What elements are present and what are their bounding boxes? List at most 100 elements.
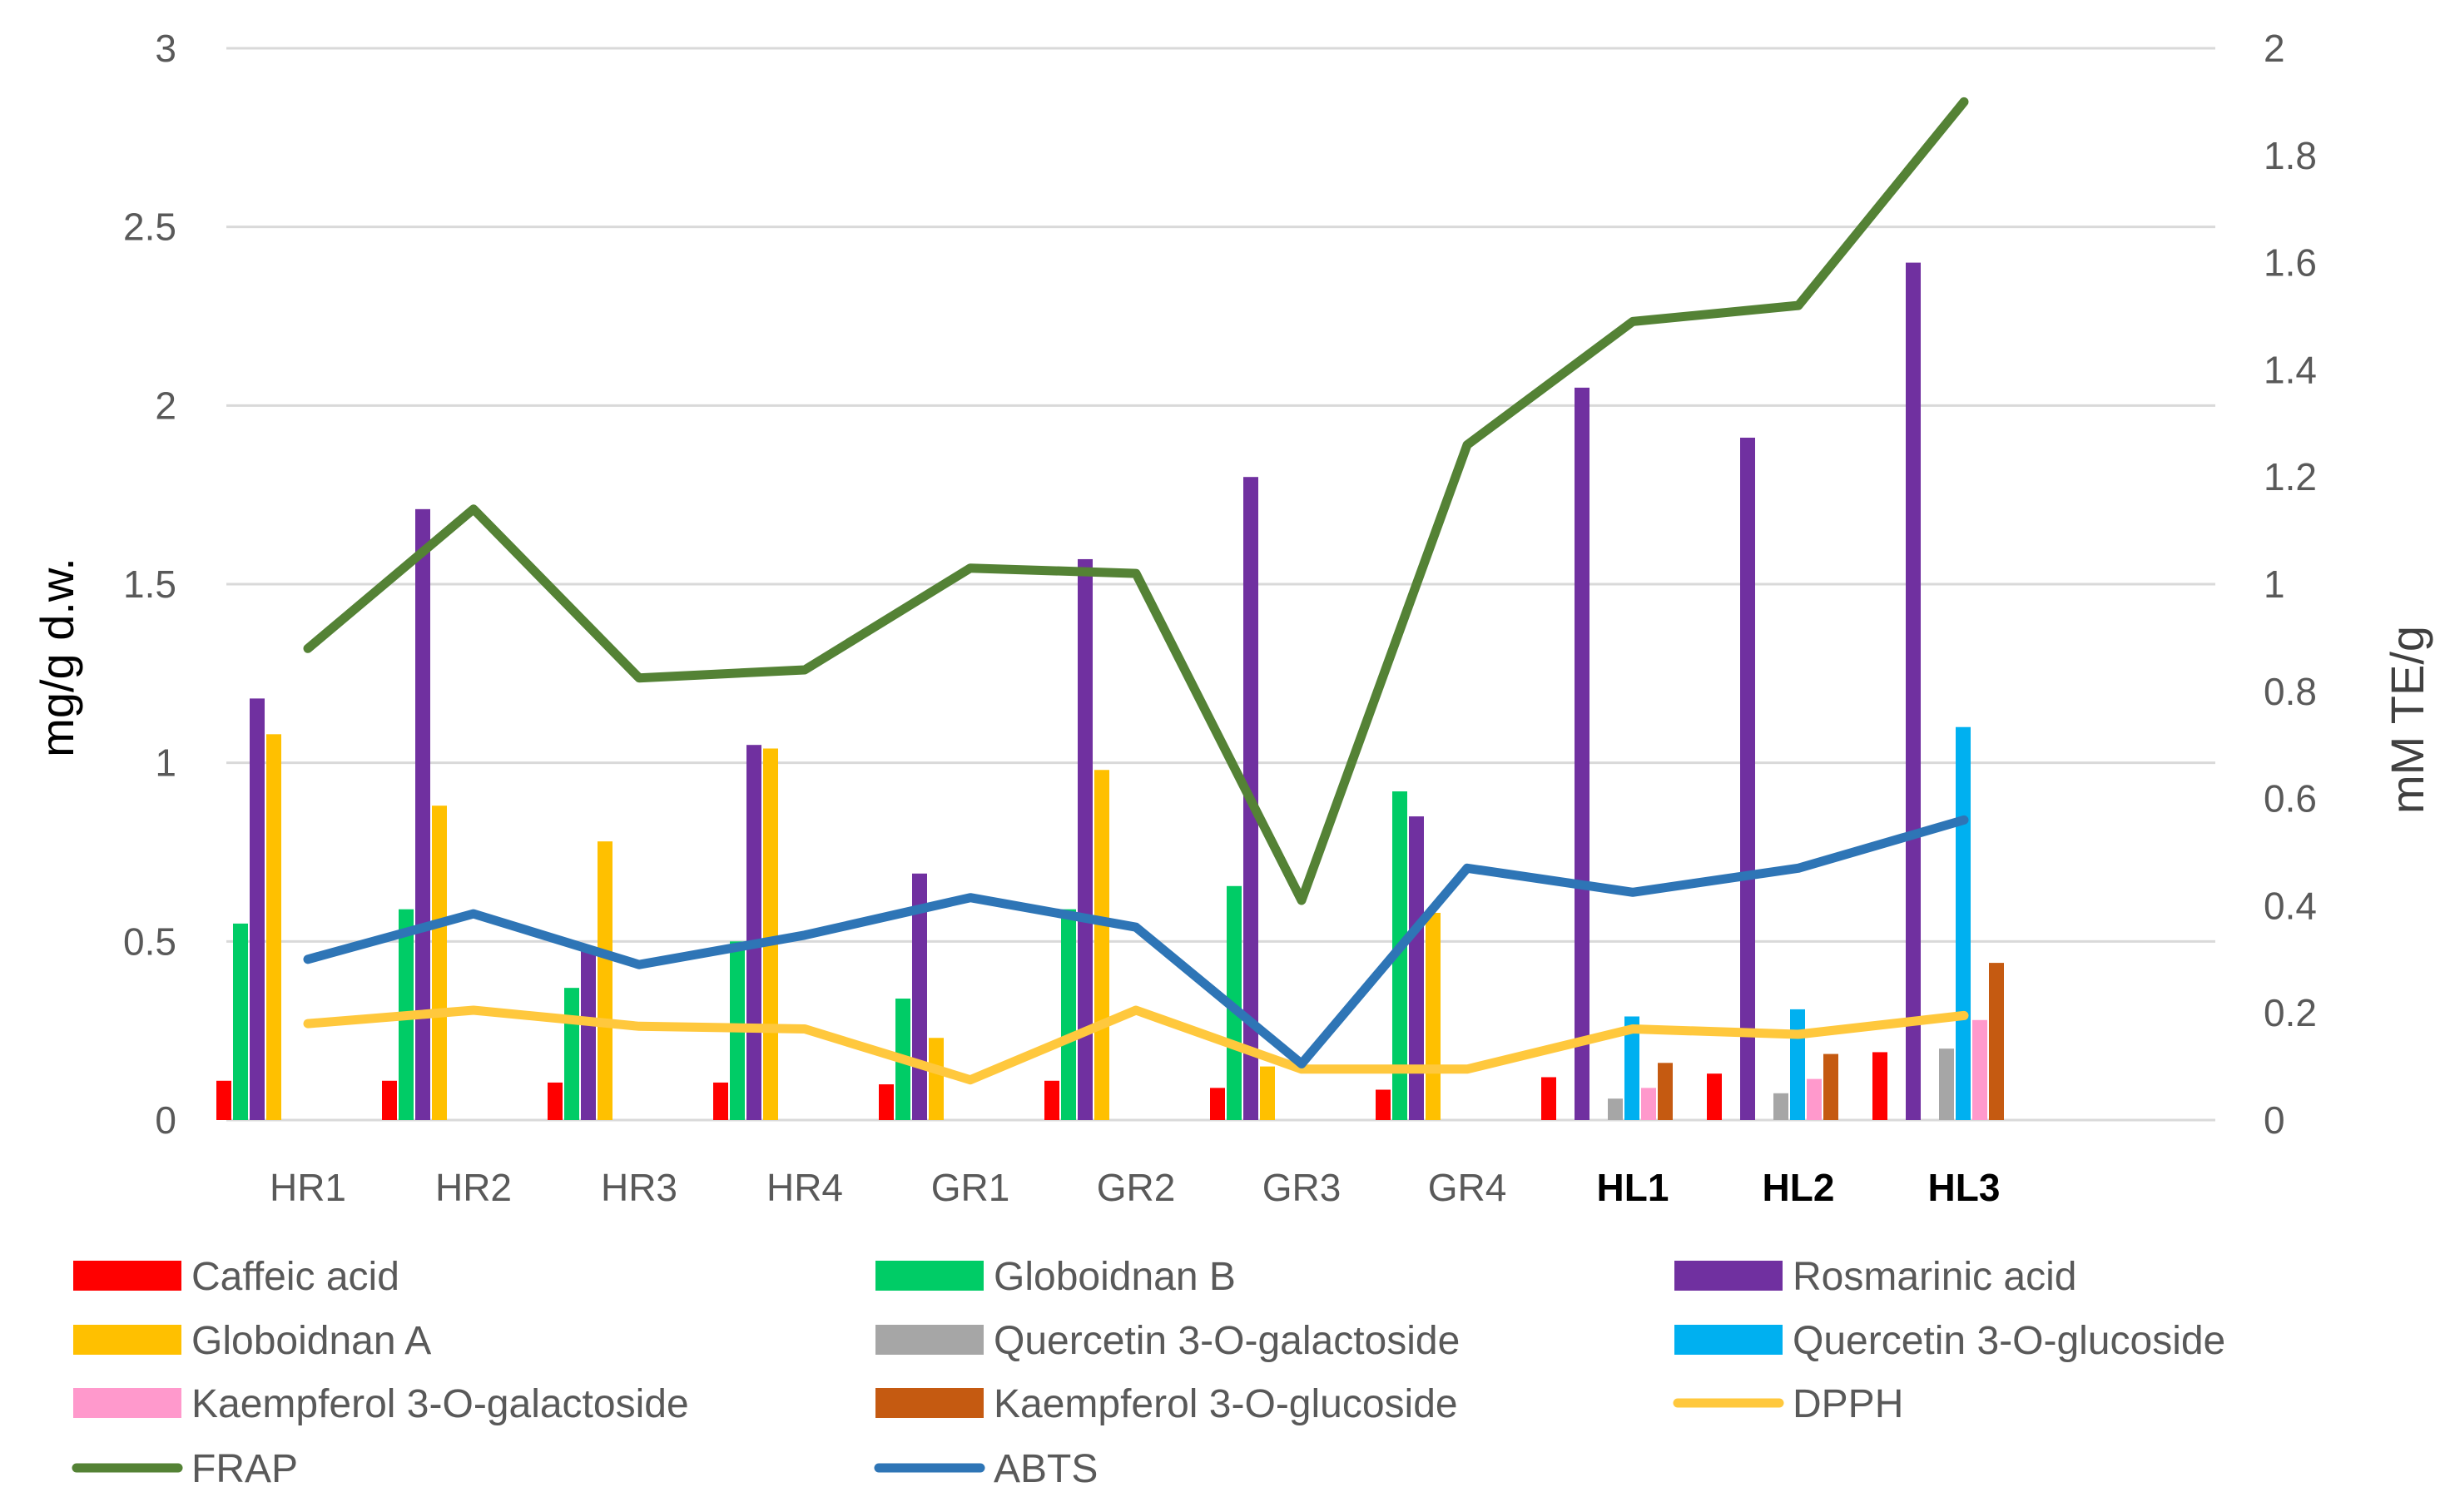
y-tick-label: 0.5 xyxy=(123,920,176,963)
legend-swatch xyxy=(73,1325,181,1355)
legend-label: Kaempferol 3-O-galactoside xyxy=(191,1382,689,1426)
bar xyxy=(581,948,596,1120)
legend-item: FRAP xyxy=(72,1447,298,1491)
legend-item: Globoidnan A xyxy=(73,1319,431,1363)
legend-item: Caffeic acid xyxy=(73,1255,399,1299)
bar xyxy=(216,1080,231,1120)
y2-axis-title: mM TE/g xyxy=(2381,626,2433,814)
x-tick-label: GR3 xyxy=(1262,1166,1342,1209)
bar xyxy=(233,923,248,1120)
bar xyxy=(1094,770,1109,1120)
x-tick-label: HR2 xyxy=(435,1166,512,1209)
series-line-dpph xyxy=(303,1005,1969,1085)
y-tick-label: 1.5 xyxy=(123,563,176,606)
bar xyxy=(266,734,281,1120)
bar xyxy=(1426,912,1441,1120)
x-tick-label: GR2 xyxy=(1097,1166,1176,1209)
bar xyxy=(713,1082,728,1120)
legend-item: ABTS xyxy=(874,1447,1098,1491)
x-tick-label: HL2 xyxy=(1763,1166,1835,1209)
bar xyxy=(1773,1093,1788,1120)
bar xyxy=(432,806,447,1120)
bar xyxy=(1989,963,2004,1120)
y2-tick-label: 0.4 xyxy=(2264,884,2317,927)
y2-tick-label: 1.6 xyxy=(2264,241,2317,285)
legend-swatch xyxy=(875,1325,984,1355)
bar xyxy=(1541,1077,1556,1120)
bar xyxy=(1807,1078,1822,1120)
legend-label: ABTS xyxy=(994,1447,1098,1491)
x-tick-label: HR4 xyxy=(766,1166,843,1209)
y2-tick-label: 2 xyxy=(2264,27,2285,70)
y-tick-label: 0 xyxy=(155,1098,176,1142)
bar xyxy=(1624,1016,1639,1120)
bar xyxy=(1658,1063,1673,1120)
axes: 0 0.5 1 1.5 2 2.5 3 0 0.2 0.4 0.6 0.8 1 1.2 1.4 1.6 1.8 2… xyxy=(123,27,2317,1209)
lines xyxy=(303,97,1969,1085)
legend-swatch xyxy=(73,1388,181,1418)
bar xyxy=(1575,387,1589,1120)
bar xyxy=(1906,262,1921,1121)
x-tick-label: HL1 xyxy=(1597,1166,1669,1209)
bar xyxy=(746,745,761,1120)
bar xyxy=(250,698,265,1120)
bars xyxy=(216,262,2004,1121)
y-tick-label: 2.5 xyxy=(123,206,176,249)
bar xyxy=(1872,1052,1887,1120)
legend-item: Quercetin 3-O-glucoside xyxy=(1674,1319,2225,1363)
legend-item: Rosmarinic acid xyxy=(1674,1255,2076,1299)
y2-tick-label: 1.8 xyxy=(2264,134,2317,177)
bar xyxy=(1939,1048,1954,1120)
bar xyxy=(1956,726,1971,1120)
series-line-frap xyxy=(303,97,1969,905)
y2-tick-label: 1.2 xyxy=(2264,455,2317,498)
bar xyxy=(879,1084,894,1120)
bar xyxy=(1740,437,1755,1120)
x-tick-label: GR1 xyxy=(931,1166,1010,1209)
bar xyxy=(1608,1098,1623,1120)
legend-item: Kaempferol 3-O-glucoside xyxy=(875,1382,1458,1426)
y-tick-label: 2 xyxy=(155,384,176,427)
x-tick-label: GR4 xyxy=(1428,1166,1507,1209)
bar xyxy=(1210,1088,1225,1120)
bar xyxy=(1260,1066,1275,1120)
legend-swatch xyxy=(73,1261,181,1291)
legend-item: DPPH xyxy=(1673,1382,1903,1426)
bar xyxy=(1376,1089,1391,1120)
legend-label: DPPH xyxy=(1793,1382,1903,1426)
bar xyxy=(763,748,778,1120)
legend: Caffeic acid Globoidnan B Rosmarinic acid G… xyxy=(72,1255,2225,1491)
legend-label: FRAP xyxy=(191,1447,298,1491)
legend-label: Kaempferol 3-O-glucoside xyxy=(994,1382,1458,1426)
x-tick-label: HL3 xyxy=(1928,1166,2001,1209)
bar xyxy=(1790,1009,1805,1120)
legend-swatch xyxy=(1674,1261,1783,1291)
y2-tick-label: 1 xyxy=(2264,563,2285,606)
x-tick-label: HR1 xyxy=(270,1166,346,1209)
legend-item: Globoidnan B xyxy=(875,1255,1236,1299)
legend-swatch xyxy=(875,1261,984,1291)
legend-label: Globoidnan A xyxy=(191,1319,431,1363)
legend-label: Quercetin 3-O-galactoside xyxy=(994,1319,1460,1363)
bar xyxy=(1641,1088,1656,1120)
y2-tick-label: 1.4 xyxy=(2264,348,2317,391)
bar xyxy=(1061,909,1076,1120)
y-axis-title: mg/g d.w. xyxy=(31,558,83,757)
bar xyxy=(1044,1080,1059,1120)
bar xyxy=(415,508,430,1120)
bar xyxy=(1409,816,1424,1120)
y-tick-label: 3 xyxy=(155,27,176,70)
y2-tick-label: 0.6 xyxy=(2264,777,2317,820)
legend-label: Caffeic acid xyxy=(191,1255,399,1299)
legend-swatch xyxy=(1674,1325,1783,1355)
x-tick-label: HR3 xyxy=(601,1166,677,1209)
series-line-abts xyxy=(303,815,1969,1068)
legend-item: Quercetin 3-O-galactoside xyxy=(875,1319,1460,1363)
y2-tick-label: 0 xyxy=(2264,1098,2285,1142)
y-tick-label: 1 xyxy=(155,741,176,785)
bar xyxy=(1078,558,1093,1120)
bar xyxy=(1823,1053,1838,1120)
bar xyxy=(1972,1019,1987,1120)
y2-tick-label: 0.2 xyxy=(2264,991,2317,1034)
